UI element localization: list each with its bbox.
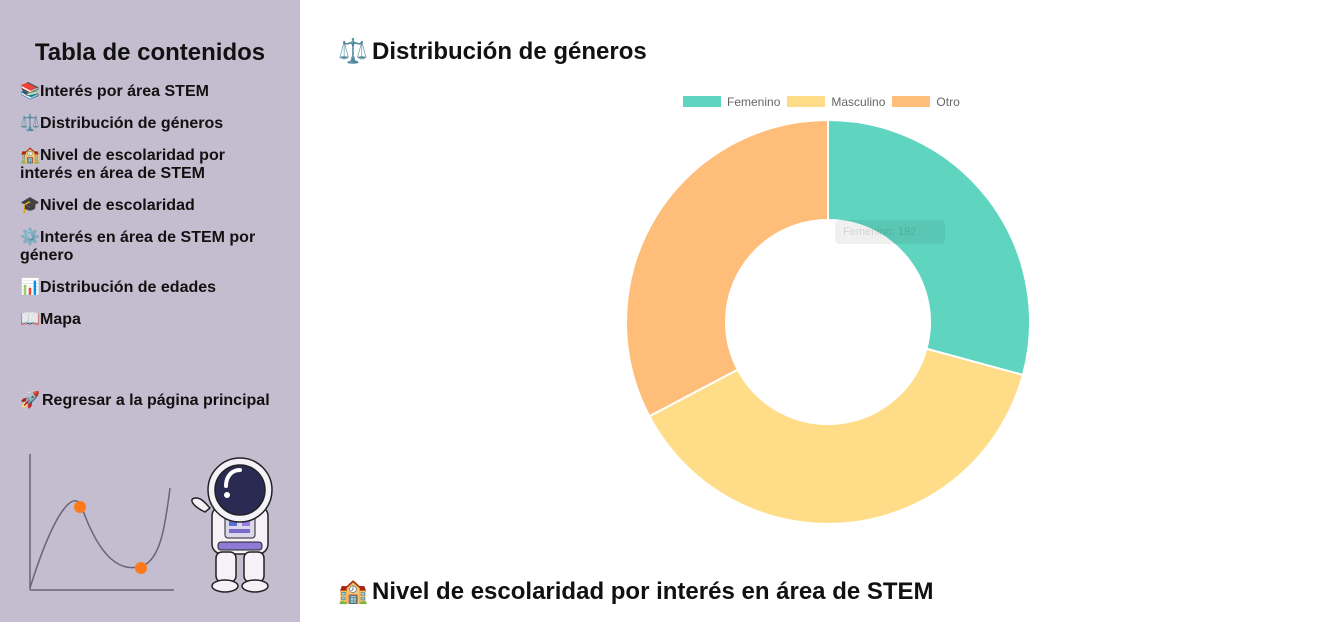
toc-item-label: Nivel de escolaridad por interés en área… <box>20 147 225 182</box>
toc-item-nivel-escolaridad[interactable]: 🎓Nivel de escolaridad <box>20 197 280 215</box>
legend-label: Masculino <box>831 95 886 109</box>
balance-scale-icon: ⚖️ <box>20 115 40 132</box>
section-title-distribucion-generos: ⚖️ Distribución de géneros <box>338 38 647 66</box>
school-icon: 🏫 <box>20 147 40 164</box>
map-book-icon: 📖 <box>20 311 40 328</box>
curve-graph-icon <box>29 454 174 591</box>
chart-legend: Femenino Masculino Otro <box>683 95 967 109</box>
gear-icon: ⚙️ <box>20 229 40 246</box>
toc-item-distribucion-generos[interactable]: ⚖️Distribución de géneros <box>20 115 280 133</box>
legend-item-masculino[interactable]: Masculino <box>787 95 885 109</box>
toc-item-nivel-escolaridad-interes[interactable]: 🏫Nivel de escolaridad por interés en áre… <box>20 147 280 183</box>
toc-title: Tabla de contenidos <box>34 39 266 66</box>
astronaut-icon <box>191 457 273 593</box>
donut-slice-otro[interactable] <box>625 118 829 418</box>
legend-swatch <box>683 96 721 107</box>
toc-list: 📚Interés por área STEM ⚖️Distribución de… <box>20 83 280 329</box>
donut-slice-masculino[interactable] <box>647 347 1025 525</box>
school-icon: 🏫 <box>338 578 368 605</box>
legend-item-otro[interactable]: Otro <box>892 95 960 109</box>
toc-item-interes-genero[interactable]: ⚙️Interés en área de STEM por género <box>20 229 280 265</box>
toc-item-interes-stem[interactable]: 📚Interés por área STEM <box>20 83 280 101</box>
toc-item-label: Mapa <box>40 311 81 328</box>
main-content: ⚖️ Distribución de géneros Femenino Mascul… <box>300 0 1341 622</box>
balance-scale-icon: ⚖️ <box>338 38 368 65</box>
rocket-icon: 🚀 <box>20 392 40 409</box>
books-icon: 📚 <box>20 83 40 100</box>
toc-item-label: Distribución de edades <box>40 279 217 296</box>
section-title-nivel-escolaridad-interes: 🏫 Nivel de escolaridad por interés en áre… <box>338 578 934 606</box>
donut-slice-femenino[interactable] <box>827 118 1031 377</box>
legend-label: Otro <box>936 95 960 109</box>
section-title-text: Distribución de géneros <box>372 38 647 65</box>
legend-swatch <box>892 96 931 107</box>
toc-item-label: Distribución de géneros <box>40 115 224 132</box>
legend-swatch <box>787 96 826 107</box>
home-link-label: Regresar a la página principal <box>42 392 270 409</box>
toc-item-mapa[interactable]: 📖Mapa <box>20 311 280 329</box>
home-link[interactable]: 🚀 Regresar a la página principal <box>20 392 270 410</box>
toc-item-label: Interés en área de STEM por género <box>20 229 256 264</box>
toc-item-label: Interés por área STEM <box>40 83 209 100</box>
astronaut-illustration <box>29 454 273 593</box>
gender-donut-chart <box>625 118 1031 525</box>
bar-chart-icon: 📊 <box>20 279 40 296</box>
toc-item-distribucion-edades[interactable]: 📊Distribución de edades <box>20 279 280 297</box>
legend-label: Femenino <box>727 95 781 109</box>
legend-item-femenino[interactable]: Femenino <box>683 95 780 109</box>
graduation-cap-icon: 🎓 <box>20 197 40 214</box>
section-title-text: Nivel de escolaridad por interés en área… <box>372 578 934 605</box>
sidebar: Tabla de contenidos 📚Interés por área ST… <box>0 0 300 622</box>
toc-item-label: Nivel de escolaridad <box>40 197 195 214</box>
chart-tooltip: Femenino: 192 <box>835 220 945 244</box>
